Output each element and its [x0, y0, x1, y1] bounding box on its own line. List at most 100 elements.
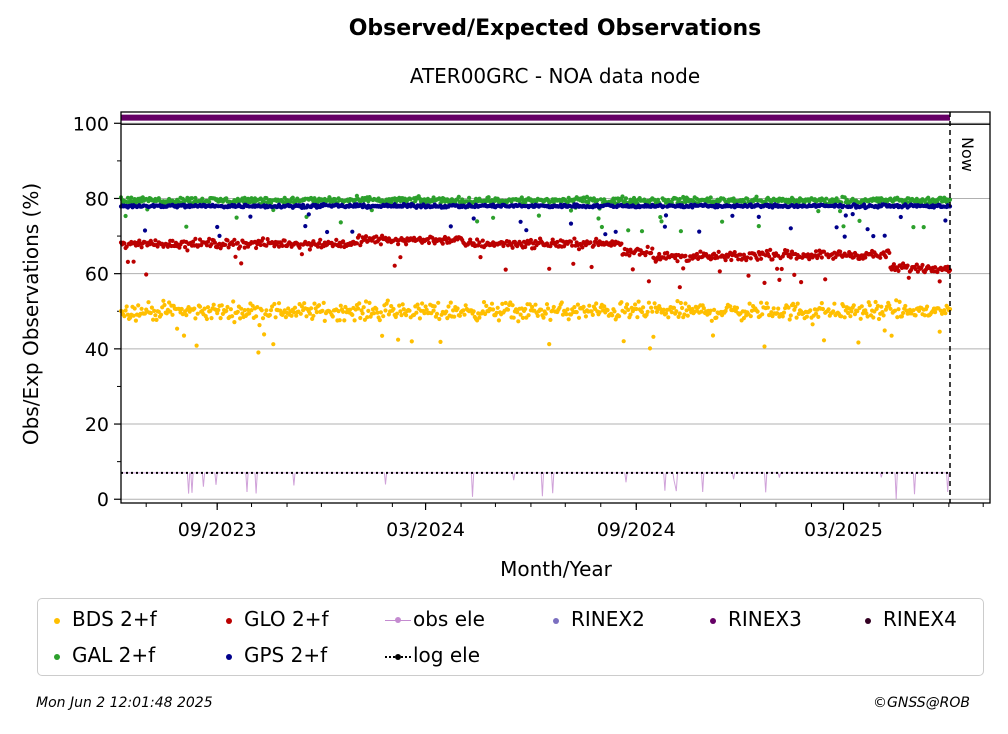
- x-tick-label: 03/2025: [804, 519, 883, 541]
- data-point: [262, 332, 267, 337]
- data-point: [846, 310, 851, 316]
- data-point: [170, 312, 175, 317]
- chart-subtitle: ATER00GRC - NOA data node: [409, 64, 701, 88]
- legend-item: RINEX2: [551, 607, 645, 631]
- data-point: [878, 255, 883, 260]
- data-point: [788, 313, 793, 318]
- data-point: [788, 255, 793, 260]
- data-point: [770, 314, 775, 319]
- data-point: [153, 313, 158, 318]
- data-point: [720, 219, 725, 224]
- data-point: [437, 196, 442, 201]
- data-point: [524, 228, 529, 233]
- data-point: [652, 301, 657, 306]
- data-point: [363, 234, 369, 239]
- data-point: [343, 304, 348, 310]
- data-point: [471, 309, 476, 314]
- data-point: [557, 305, 562, 310]
- data-point: [576, 315, 582, 320]
- data-point: [232, 320, 237, 325]
- data-point: [543, 311, 548, 316]
- data-point: [218, 316, 223, 321]
- data-point: [598, 197, 603, 202]
- data-point: [375, 310, 380, 315]
- data-point: [646, 279, 652, 284]
- data-point: [434, 311, 440, 316]
- data-point: [765, 305, 771, 310]
- data-point: [551, 304, 556, 310]
- y-tick-label: 20: [85, 414, 109, 436]
- data-point: [710, 333, 716, 338]
- data-point: [430, 235, 435, 240]
- data-point: [475, 219, 480, 224]
- data-point: [748, 256, 753, 261]
- data-point: [209, 242, 214, 247]
- data-point: [238, 244, 243, 249]
- data-point: [505, 307, 511, 312]
- data-point: [714, 315, 719, 320]
- data-point: [204, 316, 209, 322]
- data-point: [698, 249, 703, 254]
- data-point: [357, 233, 362, 238]
- data-point: [233, 254, 238, 259]
- data-point: [576, 247, 582, 252]
- data-point: [239, 306, 244, 311]
- data-point: [708, 195, 713, 200]
- data-point: [414, 310, 419, 315]
- data-point: [841, 203, 846, 208]
- data-point: [389, 304, 394, 309]
- data-point: [535, 313, 540, 318]
- data-point: [181, 333, 187, 338]
- data-point: [139, 245, 144, 250]
- data-point: [341, 309, 346, 314]
- data-point: [320, 308, 325, 313]
- legend-marker: [226, 653, 232, 660]
- data-point: [856, 340, 861, 345]
- data-point: [633, 302, 638, 307]
- timestamp: Mon Jun 2 12:01:48 2025: [36, 695, 213, 711]
- data-point: [391, 306, 396, 312]
- data-point: [897, 299, 902, 304]
- data-point: [623, 196, 629, 201]
- data-point: [625, 302, 630, 307]
- data-point: [463, 303, 468, 308]
- data-point: [591, 243, 597, 248]
- data-point: [397, 303, 402, 308]
- data-point: [510, 303, 515, 308]
- data-point: [249, 308, 254, 313]
- data-point: [374, 306, 379, 311]
- data-point: [548, 317, 553, 322]
- data-point: [164, 311, 169, 316]
- data-point: [240, 311, 245, 316]
- data-point: [905, 263, 910, 268]
- data-point: [855, 253, 860, 258]
- data-point: [574, 310, 579, 315]
- data-point: [947, 197, 953, 202]
- data-point: [570, 243, 575, 248]
- data-point: [533, 302, 538, 307]
- data-point: [528, 237, 534, 243]
- data-point: [511, 315, 516, 320]
- data-point: [264, 243, 269, 248]
- data-point: [605, 308, 610, 313]
- data-point: [350, 312, 355, 317]
- data-point: [572, 236, 577, 241]
- data-point: [294, 313, 299, 318]
- data-point: [232, 237, 237, 242]
- data-point: [152, 308, 157, 313]
- data-point: [278, 308, 283, 313]
- data-point: [777, 277, 782, 282]
- data-point: [516, 319, 521, 324]
- data-point: [938, 195, 943, 200]
- data-point: [431, 308, 436, 313]
- data-point: [122, 314, 127, 319]
- data-point: [475, 318, 480, 323]
- data-point: [639, 229, 645, 234]
- data-point: [372, 311, 377, 316]
- data-point: [401, 307, 406, 312]
- x-axis-label: Month/Year: [500, 557, 613, 581]
- data-point: [681, 266, 686, 271]
- data-point: [680, 305, 685, 311]
- data-point: [697, 229, 702, 234]
- data-point: [185, 195, 190, 200]
